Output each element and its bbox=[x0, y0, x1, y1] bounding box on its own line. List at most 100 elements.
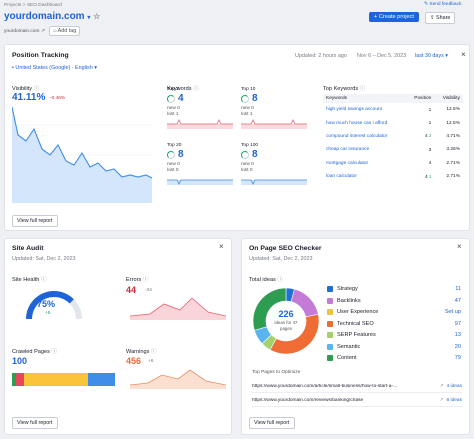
keyword-sparkline bbox=[241, 119, 307, 129]
category-name: Content bbox=[337, 355, 357, 361]
category-icon bbox=[327, 297, 333, 304]
idea-category-row[interactable]: User Experience Set up bbox=[327, 309, 461, 315]
category-value[interactable]: 79 bbox=[454, 355, 461, 361]
flag-icon: ▪ bbox=[12, 65, 14, 71]
external-link-icon[interactable]: ↗ bbox=[439, 384, 444, 389]
page-ideas-link[interactable]: 4 ideas bbox=[446, 384, 462, 389]
keyword-link[interactable]: high yield savings account bbox=[326, 107, 382, 113]
donut-slice-content bbox=[252, 287, 287, 331]
chevron-down-icon: ▾ bbox=[87, 15, 91, 21]
category-icon bbox=[327, 355, 333, 361]
sparkline-line bbox=[167, 179, 233, 185]
date-range: Nov 6 – Dec 5, 2023 bbox=[357, 53, 407, 59]
idea-category-row[interactable]: Technical SEO 97 bbox=[327, 320, 461, 327]
progress-ring-icon bbox=[167, 150, 175, 159]
idea-category-row[interactable]: SERP Features 13 bbox=[327, 332, 461, 338]
idea-category-row[interactable]: Backlinks 47 bbox=[327, 297, 461, 304]
view-full-report-button[interactable]: View full report bbox=[12, 215, 58, 227]
period-dropdown[interactable]: last 30 days ▾ bbox=[415, 53, 448, 59]
new-label: new bbox=[167, 106, 176, 111]
position-value: 4 bbox=[424, 134, 428, 140]
category-value[interactable]: 97 bbox=[454, 320, 461, 327]
new-value: 0 bbox=[177, 106, 180, 111]
idea-category-row[interactable]: Semantic 20 bbox=[327, 343, 461, 350]
info-icon: ⓘ bbox=[150, 349, 157, 355]
category-icon bbox=[327, 286, 333, 292]
sparkline-fill bbox=[241, 180, 307, 185]
donut-caption-1: ideas for 47 bbox=[274, 320, 298, 325]
share-button[interactable]: ⇪ Share bbox=[425, 12, 456, 24]
category-value[interactable]: 13 bbox=[454, 332, 461, 338]
progress-ring-icon bbox=[241, 94, 249, 103]
category-value[interactable]: 20 bbox=[454, 343, 461, 350]
location-dropdown[interactable]: ▪ United States (Google) · English ▾ bbox=[12, 65, 97, 71]
chevron-down-icon: ▾ bbox=[94, 65, 97, 71]
position-value: 4 bbox=[424, 174, 428, 180]
keyword-block[interactable]: Top 20 8 new 0 lost 0 bbox=[167, 143, 233, 185]
keyword-block[interactable]: Top 3 4 new 0 lost 1 bbox=[167, 87, 233, 129]
category-name: SERP Features bbox=[337, 332, 376, 338]
keyword-block[interactable]: Top 100 8 new 0 lost 0 bbox=[241, 143, 307, 185]
sparkline-line bbox=[241, 179, 307, 185]
keyword-block-value: 8 bbox=[178, 149, 184, 160]
domain-selector[interactable]: yourdomain.com ▾ ☆ bbox=[4, 11, 100, 22]
keyword-block-label: Top 3 bbox=[167, 87, 179, 92]
page-url[interactable]: https://www.yourdomain.com/article/small… bbox=[252, 384, 398, 389]
close-icon[interactable]: × bbox=[457, 242, 462, 251]
keyword-block[interactable]: Top 10 8 new 0 lost 1 bbox=[241, 87, 307, 129]
period-label: last 30 days bbox=[415, 53, 444, 59]
page-ideas-link[interactable]: 6 ideas bbox=[446, 398, 462, 403]
top-page-row: https://www.yourdomain.com/reviews/banki… bbox=[252, 398, 462, 407]
create-project-button[interactable]: + Create project bbox=[369, 12, 419, 22]
star-icon[interactable]: ☆ bbox=[93, 12, 101, 21]
category-value[interactable]: 11 bbox=[455, 286, 461, 292]
new-value: 0 bbox=[251, 162, 254, 167]
progress-ring-icon bbox=[167, 94, 175, 103]
add-tag-button[interactable]: ⌂ Add tag bbox=[49, 26, 81, 36]
keyword-link[interactable]: how much house can i afford bbox=[326, 120, 388, 126]
visibility-value: 41.11% bbox=[12, 92, 46, 103]
bar-segment-redirects bbox=[88, 373, 115, 386]
table-row: mortgage calculator 4 2.71% bbox=[323, 157, 463, 170]
feedback-icon: ✎ bbox=[424, 2, 429, 7]
close-icon[interactable]: × bbox=[461, 50, 466, 59]
visibility-cell: 2.71% bbox=[446, 174, 460, 180]
errors-delta: -34 bbox=[145, 288, 152, 293]
close-icon[interactable]: × bbox=[219, 242, 224, 251]
keywords-label: Keywords ⓘ bbox=[167, 86, 199, 92]
new-label: new bbox=[241, 162, 250, 167]
category-name: Technical SEO bbox=[337, 320, 374, 327]
keyword-link[interactable]: mortgage calculator bbox=[326, 160, 369, 166]
info-icon: ⓘ bbox=[359, 86, 366, 92]
category-value[interactable]: 47 bbox=[454, 297, 461, 304]
idea-category-row[interactable]: Strategy 11 bbox=[327, 286, 461, 292]
warnings-chart bbox=[130, 369, 226, 389]
category-icon bbox=[327, 320, 333, 327]
errors-chart bbox=[130, 297, 226, 320]
keyword-link[interactable]: compound interest calculator bbox=[326, 133, 388, 139]
warnings-label: Warnings ⓘ bbox=[126, 349, 157, 355]
top-pages-label: Top Pages to Optimize bbox=[252, 370, 301, 375]
lost-label: lost bbox=[167, 168, 175, 173]
new-value: 0 bbox=[177, 162, 180, 167]
crawled-pages-bar bbox=[12, 373, 115, 386]
external-link-icon[interactable]: ↗ bbox=[40, 29, 45, 34]
domain-subline: yourdomain.com ↗ ⌂ Add tag bbox=[4, 26, 81, 36]
page-url[interactable]: https://www.yourdomain.com/reviews/banki… bbox=[252, 398, 364, 403]
breadcrumb-projects[interactable]: Projects bbox=[4, 3, 22, 8]
view-full-report-button[interactable]: View full report bbox=[12, 417, 58, 429]
site-health-value: 75% bbox=[37, 299, 56, 309]
visibility-cell: 2.71% bbox=[446, 160, 460, 166]
visibility-cell: 3.26% bbox=[446, 147, 460, 153]
visibility-label: Visibility ⓘ bbox=[12, 86, 40, 92]
domain-title: yourdomain.com bbox=[4, 11, 85, 22]
view-full-report-button[interactable]: View full report bbox=[249, 417, 295, 429]
idea-category-row[interactable]: Content 79 bbox=[327, 355, 461, 361]
external-link-icon[interactable]: ↗ bbox=[439, 398, 444, 403]
send-feedback-link[interactable]: ✎ Send feedback bbox=[424, 2, 461, 7]
warnings-value: 456 bbox=[126, 356, 142, 366]
category-value[interactable]: Set up bbox=[444, 309, 461, 315]
keyword-link[interactable]: cheap car insurance bbox=[326, 147, 370, 153]
keyword-link[interactable]: loan calculator bbox=[326, 174, 357, 180]
audit-updated: Updated: Sat, Dec 2, 2023 bbox=[12, 256, 76, 262]
